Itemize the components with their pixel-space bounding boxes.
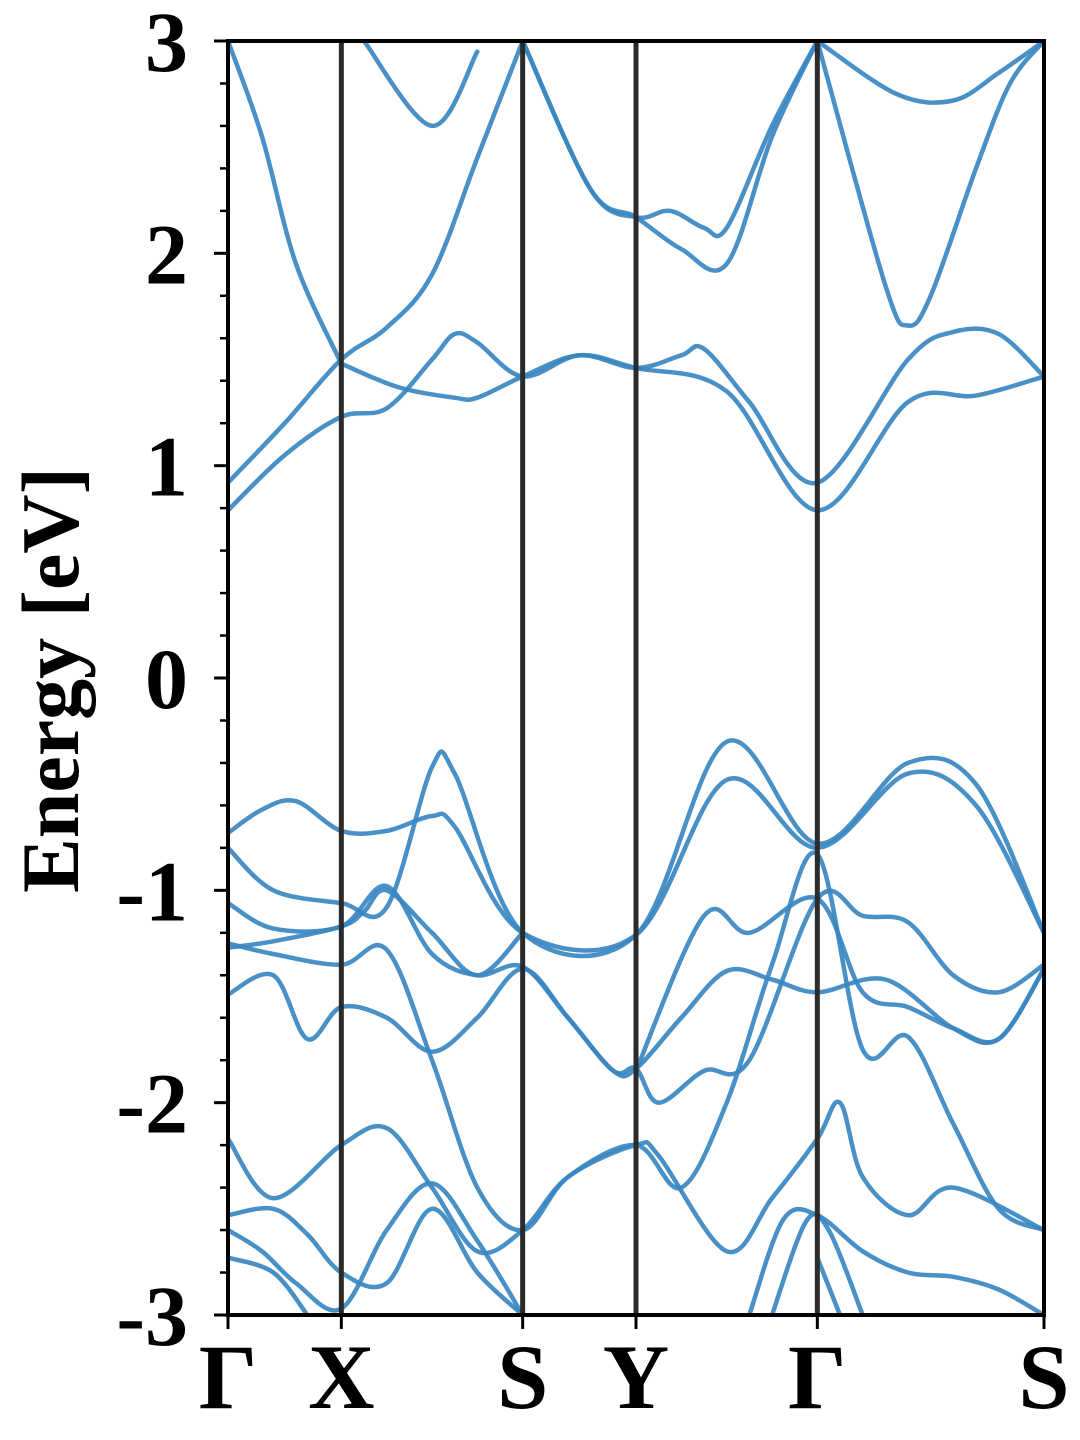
band-line-12	[228, 883, 1044, 1079]
y-axis-title: Energy [eV]	[5, 467, 96, 893]
band-line-18	[228, 1205, 525, 1315]
band-line-7	[520, 41, 820, 239]
y-tick-label: -3	[116, 1268, 188, 1364]
x-tick-label: Γ	[788, 1326, 847, 1428]
band-lines	[228, 41, 1044, 1315]
x-tick-label: Y	[603, 1326, 669, 1428]
x-tick-label: S	[1018, 1326, 1069, 1428]
band-line-11	[228, 738, 1044, 959]
y-axis: -3 -2 -1 0 1 2 3	[116, 0, 228, 1364]
high-symmetry-lines	[338, 41, 820, 1315]
band-line-3	[339, 326, 1044, 486]
band-line-23	[815, 1255, 843, 1315]
band-line-17	[228, 1099, 1044, 1256]
band-line-4	[228, 41, 344, 366]
band-line-20	[747, 1206, 1044, 1315]
plot-frame	[226, 39, 1046, 1317]
x-tick-label: Γ	[199, 1326, 258, 1428]
band-line-6	[520, 41, 820, 273]
band-line-9	[815, 41, 1044, 105]
y-tick-label: -1	[116, 843, 188, 939]
band-line-10	[228, 769, 1044, 953]
band-line-14	[228, 888, 1044, 1105]
y-tick-label: 3	[145, 0, 188, 90]
band-line-2	[228, 41, 525, 485]
y-tick-label: 0	[145, 631, 188, 727]
y-tick-label: 2	[145, 206, 188, 302]
y-tick-label: -2	[116, 1056, 188, 1152]
band-line-13	[228, 887, 525, 978]
band-line-22	[228, 1255, 310, 1315]
band-line-16	[633, 895, 1044, 1074]
y-tick-label: 1	[145, 419, 188, 515]
band-line-8	[815, 41, 1044, 329]
x-tick-label: S	[497, 1326, 548, 1428]
x-tick-label: X	[308, 1326, 374, 1428]
band-line-5	[361, 41, 480, 129]
band-line-19	[228, 1181, 525, 1315]
band-line-15	[228, 850, 1044, 1233]
